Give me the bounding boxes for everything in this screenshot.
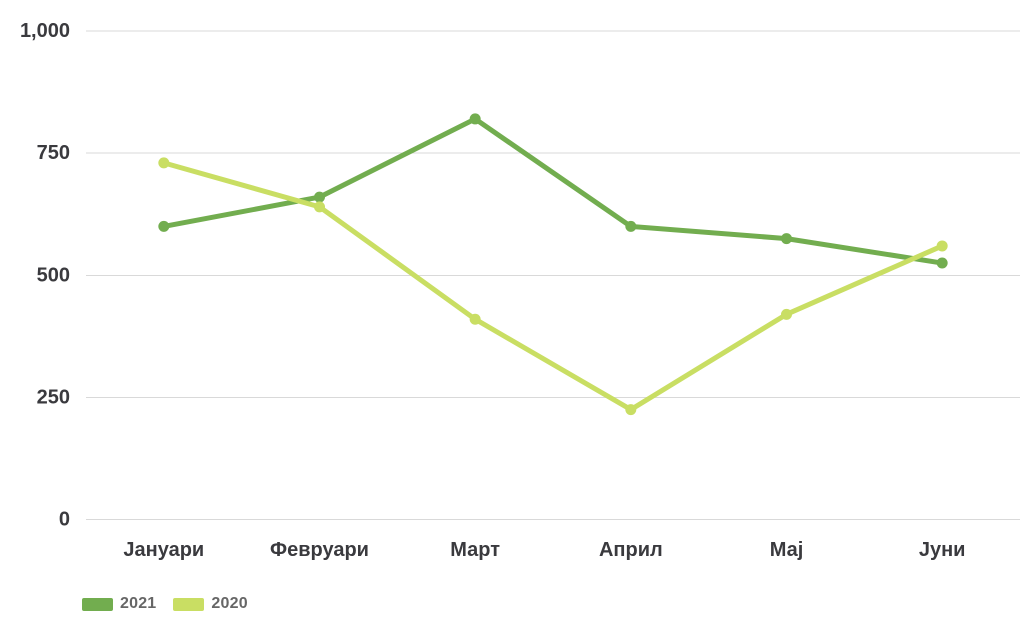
x-axis-label-5: Мај — [770, 539, 804, 561]
data-point-2020-Февруари[interactable] — [314, 201, 325, 213]
y-axis-tick-label: 750 — [37, 142, 70, 164]
y-axis-tick-label: 500 — [37, 264, 70, 286]
y-axis-tick-label: 0 — [59, 509, 70, 531]
data-point-2020-Април[interactable] — [625, 404, 637, 416]
x-axis-label-6: Јуни — [919, 539, 966, 561]
data-point-2020-Јуни[interactable] — [936, 240, 948, 252]
x-axis-label-1: Јануари — [123, 539, 204, 561]
y-axis-tick-label: 1,000 — [20, 20, 70, 42]
y-axis-tick-label: 250 — [37, 386, 70, 408]
legend-item-2020[interactable]: 2020 — [173, 595, 248, 613]
chart-legend: 2021 2020 — [82, 595, 265, 613]
data-point-2021-Мај[interactable] — [781, 233, 792, 245]
series-line-2020 — [161, 160, 945, 413]
data-point-2021-Февруари[interactable] — [314, 191, 325, 203]
x-axis-label-4: Април — [599, 539, 663, 561]
legend-swatch-2020 — [173, 597, 205, 611]
data-point-2021-Јуни[interactable] — [936, 257, 948, 269]
data-point-2020-Март[interactable] — [469, 313, 481, 325]
data-point-2020-Мај[interactable] — [781, 308, 792, 320]
data-point-2020-Јануари[interactable] — [158, 157, 170, 169]
x-axis-label-3: Март — [450, 539, 500, 561]
legend-swatch-2021 — [82, 597, 113, 611]
legend-label-2021: 2021 — [120, 595, 157, 612]
legend-item-2021[interactable]: 2021 — [82, 595, 156, 613]
legend-label-2020: 2020 — [211, 595, 248, 612]
data-point-2021-Јануари[interactable] — [158, 220, 170, 232]
series-line-2021 — [161, 116, 945, 266]
x-axis-label-2: Февруари — [270, 539, 369, 561]
data-point-2021-Март[interactable] — [469, 113, 481, 125]
data-point-2021-Април[interactable] — [625, 220, 637, 232]
